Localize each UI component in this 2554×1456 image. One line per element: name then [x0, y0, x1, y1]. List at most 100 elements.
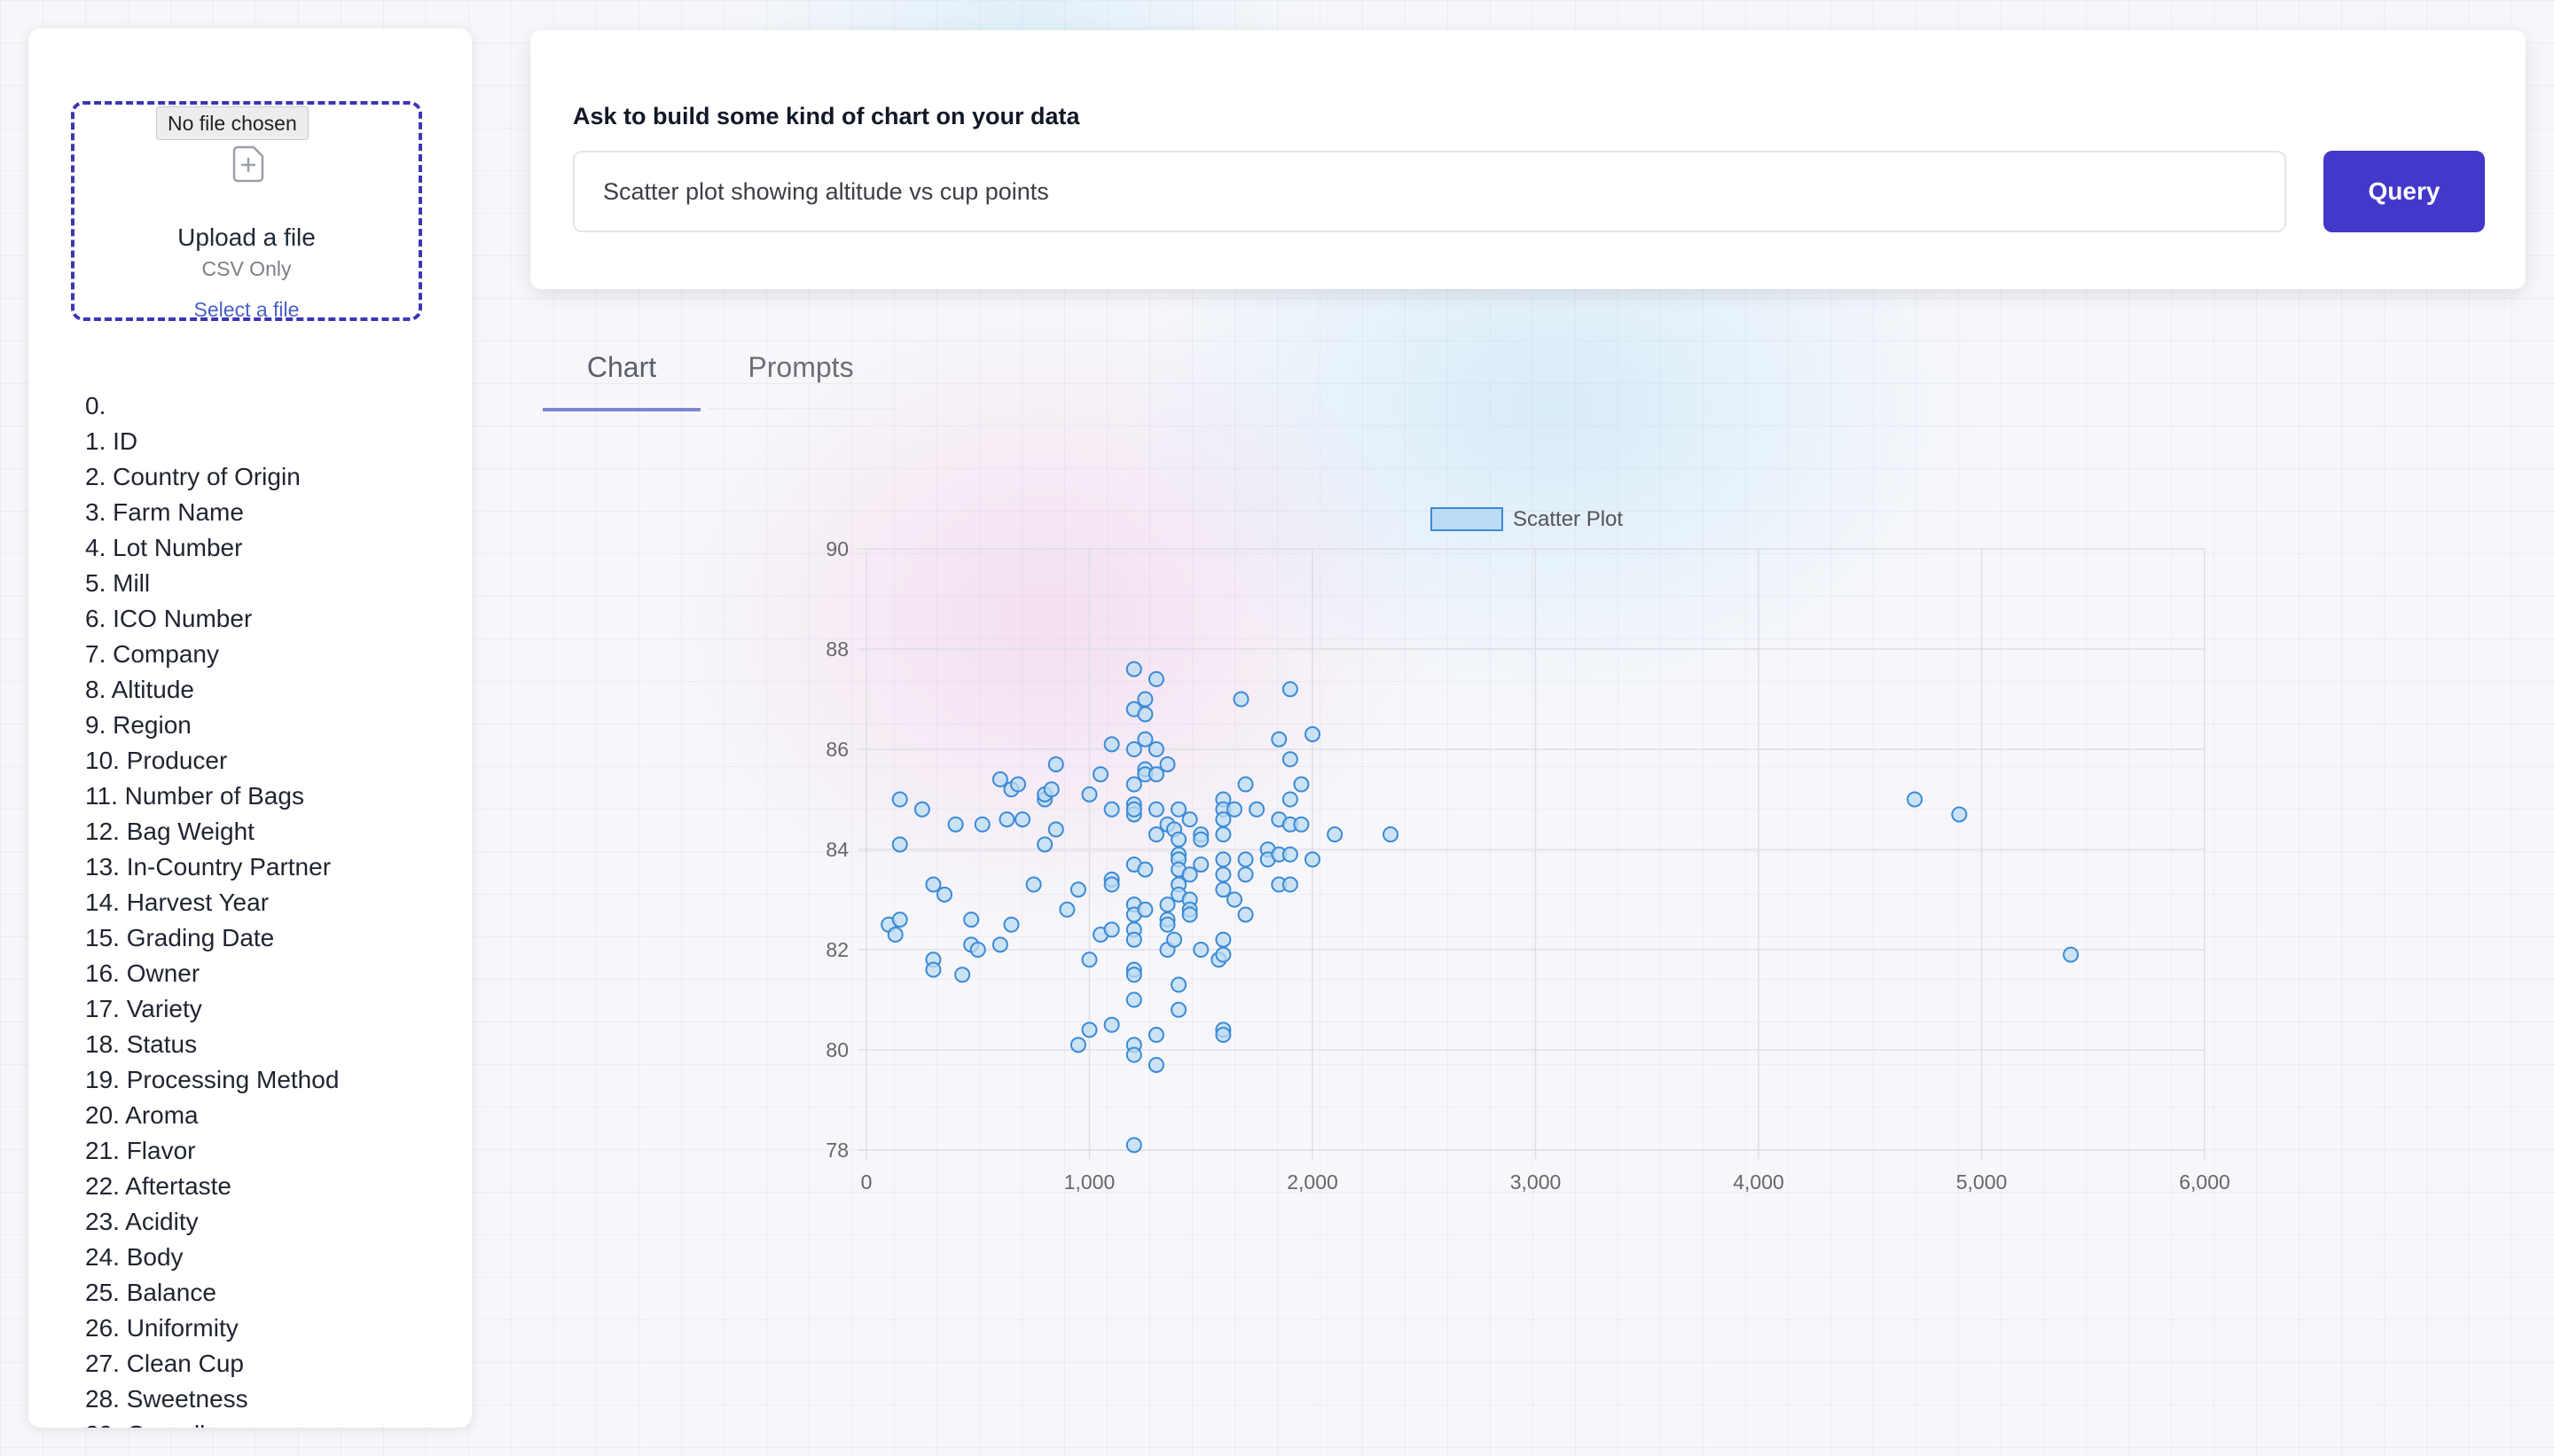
x-tick-label: 2,000	[1287, 1170, 1338, 1194]
column-item: 22. Aftertaste	[85, 1172, 231, 1200]
scatter-point	[1148, 801, 1164, 818]
column-item: 18. Status	[85, 1030, 198, 1058]
column-item: 16. Owner	[85, 959, 200, 987]
no-file-tooltip: No file chosen	[156, 106, 309, 140]
scatter-point	[1125, 991, 1142, 1008]
scatter-point	[1193, 856, 1210, 873]
scatter-point	[1015, 811, 1031, 828]
scatter-point	[1148, 826, 1164, 843]
scatter-point	[925, 961, 942, 978]
scatter-point	[1237, 776, 1254, 793]
column-item: 8. Altitude	[85, 676, 194, 703]
column-item: 15. Grading Date	[85, 924, 275, 951]
y-tick-label: 88	[826, 638, 849, 661]
scatter-point	[1237, 851, 1254, 868]
scatter-point	[1043, 781, 1060, 798]
scatter-point	[1125, 1137, 1142, 1154]
scatter-point	[1304, 726, 1320, 743]
scatter-point	[1281, 791, 1298, 808]
scatter-point	[1059, 901, 1076, 918]
scatter-point	[1093, 766, 1109, 783]
column-item: 17. Variety	[85, 995, 202, 1022]
scatter-point	[1171, 1001, 1187, 1018]
file-plus-icon	[232, 145, 264, 183]
scatter-point	[1148, 1027, 1164, 1044]
scatter-point	[1081, 1022, 1098, 1038]
scatter-point	[1103, 736, 1120, 753]
scatter-point	[1181, 811, 1198, 828]
upload-subtitle: CSV Only	[201, 257, 292, 280]
x-tick-label: 4,000	[1733, 1170, 1784, 1194]
query-button[interactable]: Query	[2323, 151, 2485, 232]
scatter-point	[1148, 766, 1164, 783]
query-label: Ask to build some kind of chart on your …	[573, 103, 1080, 129]
scatter-point	[1293, 816, 1310, 833]
scatter-point	[1125, 931, 1142, 948]
x-tick-label: 6,000	[2179, 1170, 2230, 1194]
chart-grid	[858, 548, 2205, 1159]
scatter-point	[2063, 946, 2080, 963]
tab-bar: Chart Prompts	[543, 341, 894, 411]
scatter-point	[1907, 791, 1923, 808]
scatter-point	[1293, 776, 1310, 793]
scatter-point	[1103, 1016, 1120, 1033]
scatter-point	[1159, 896, 1176, 913]
scatter-point	[974, 816, 991, 833]
scatter-point	[1103, 801, 1120, 818]
column-item: 24. Body	[85, 1243, 184, 1271]
y-tick-label: 80	[826, 1038, 849, 1061]
query-card: Ask to build some kind of chart on your …	[530, 30, 2526, 289]
chart-points	[881, 661, 2080, 1154]
scatter-point	[925, 876, 942, 893]
scatter-point	[1069, 881, 1086, 898]
x-tick-label: 5,000	[1956, 1170, 2008, 1194]
scatter-point	[1249, 801, 1265, 818]
select-file-link[interactable]: Select a file	[193, 298, 300, 321]
query-input[interactable]	[573, 151, 2286, 232]
column-item: 2. Country of Origin	[85, 463, 301, 490]
column-item: 3. Farm Name	[85, 498, 244, 526]
scatter-point	[1383, 826, 1399, 843]
scatter-point	[1069, 1037, 1086, 1053]
scatter-point	[1171, 801, 1187, 818]
scatter-point	[1281, 876, 1298, 893]
scatter-point	[1215, 811, 1232, 828]
column-item: 0.	[85, 392, 106, 419]
scatter-point	[1171, 831, 1187, 848]
scatter-point	[1304, 851, 1320, 868]
y-tick-label: 82	[826, 938, 849, 961]
scatter-point	[991, 936, 1008, 953]
chart-legend: Scatter Plot	[1430, 507, 1623, 531]
scatter-point	[1237, 866, 1254, 883]
scatter-point	[947, 816, 964, 833]
scatter-point	[999, 811, 1015, 828]
tab-prompts[interactable]: Prompts	[708, 341, 894, 410]
column-item: 5. Mill	[85, 569, 151, 597]
scatter-point	[1166, 931, 1183, 948]
scatter-point	[1148, 670, 1164, 687]
column-item: 10. Producer	[85, 747, 228, 774]
tab-chart[interactable]: Chart	[543, 341, 701, 411]
scatter-point	[1125, 1046, 1142, 1063]
scatter-point	[936, 886, 953, 903]
file-upload-dropzone[interactable]: No file chosen Upload a file CSV Only Se…	[71, 101, 422, 321]
chart-tick-labels: 0 1,000 2,000 3,000 4,000 5,000 6,000 78 80 82 84 8…	[826, 537, 2229, 1194]
scatter-point	[1137, 861, 1154, 878]
scatter-point	[1215, 881, 1232, 898]
scatter-point	[1237, 906, 1254, 923]
scatter-point	[1047, 755, 1064, 772]
scatter-point	[969, 942, 986, 958]
column-item: 20. Aroma	[85, 1101, 199, 1129]
scatter-point	[891, 836, 908, 853]
scatter-point	[1137, 706, 1154, 723]
column-list: 0. 1. ID 2. Country of Origin 3. Farm Name 4…	[85, 388, 339, 1428]
scatter-point	[1159, 916, 1176, 933]
column-item: 11. Number of Bags	[85, 782, 304, 810]
scatter-point	[1281, 751, 1298, 768]
legend-label: Scatter Plot	[1513, 507, 1623, 531]
y-tick-label: 90	[826, 537, 849, 560]
scatter-point	[891, 791, 908, 808]
scatter-point	[1137, 691, 1154, 708]
legend-swatch	[1430, 507, 1503, 531]
column-item: 21. Flavor	[85, 1137, 196, 1164]
